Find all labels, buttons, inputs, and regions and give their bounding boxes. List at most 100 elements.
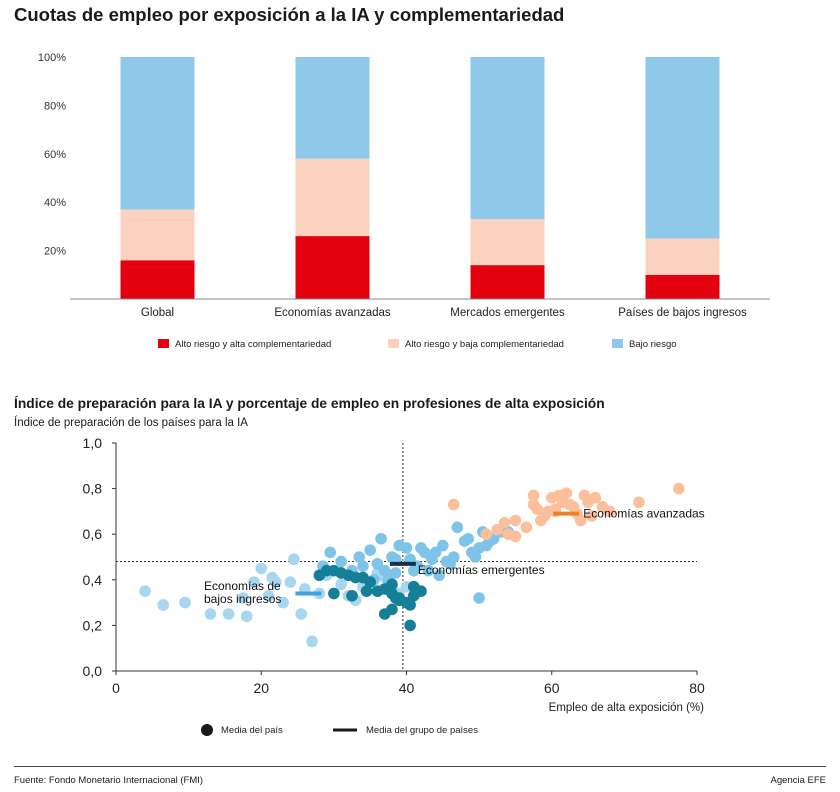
y-tick-label: 1,0 bbox=[83, 435, 103, 451]
bar-segment bbox=[295, 236, 370, 299]
scatter-point bbox=[437, 539, 449, 552]
scatter-point bbox=[357, 560, 369, 572]
y-tick-label: 20% bbox=[44, 246, 66, 258]
scatter-point bbox=[288, 553, 300, 566]
scatter-point bbox=[433, 569, 445, 582]
scatter-point bbox=[255, 562, 268, 575]
legend-label: Alto riesgo y alta complementariedad bbox=[175, 339, 331, 350]
y-tick-label: 80% bbox=[44, 100, 66, 112]
scatter-point bbox=[404, 619, 416, 632]
y-tick-label: 0,8 bbox=[83, 481, 103, 497]
group-mean-label: Economías avanzadas bbox=[583, 507, 704, 521]
scatter-point bbox=[447, 498, 460, 511]
scatter-point bbox=[353, 551, 366, 563]
y-tick-label: 0,0 bbox=[83, 663, 103, 679]
scatter-point bbox=[407, 580, 420, 593]
scatter-point bbox=[269, 576, 282, 588]
scatter-point bbox=[324, 546, 337, 559]
legend-dot-icon bbox=[201, 724, 213, 736]
scatter-point bbox=[139, 585, 151, 597]
bar-segment bbox=[295, 57, 370, 159]
scatter-point bbox=[498, 517, 511, 529]
footer-source: Fuente: Fondo Monetario Internacional (F… bbox=[14, 775, 204, 786]
legend-label: Alto riesgo y baja complementariedad bbox=[405, 339, 564, 350]
legend-label: Bajo riesgo bbox=[629, 339, 677, 350]
scatter-point bbox=[509, 514, 522, 527]
scatter-point bbox=[462, 532, 475, 545]
x-tick-label: 60 bbox=[544, 680, 560, 696]
x-tick-label: 80 bbox=[689, 680, 705, 696]
scatter-point bbox=[222, 608, 235, 620]
scatter-point bbox=[248, 576, 260, 588]
scatter-point bbox=[389, 567, 402, 579]
scatter-point bbox=[284, 576, 297, 588]
scatter-point bbox=[306, 635, 318, 648]
scatter-point bbox=[633, 496, 645, 509]
legend-swatch bbox=[388, 339, 399, 348]
scatter-point bbox=[520, 521, 533, 534]
scatter-point bbox=[157, 599, 170, 611]
scatter-point bbox=[393, 592, 406, 604]
scatter-point bbox=[386, 603, 398, 616]
y-tick-label: 100% bbox=[38, 52, 66, 64]
bar-segment bbox=[645, 274, 720, 299]
chart2-title: Índice de preparación para la IA y porce… bbox=[14, 396, 605, 411]
scatter-point bbox=[491, 523, 504, 536]
scatter-point bbox=[527, 498, 540, 511]
bar-segment bbox=[120, 260, 195, 299]
footer-agency: Agencia EFE bbox=[770, 775, 826, 786]
legend-swatch bbox=[158, 339, 169, 348]
scatter-point bbox=[400, 542, 413, 554]
scatter-point bbox=[386, 578, 398, 591]
x-axis-label: Empleo de alta exposición (%) bbox=[549, 702, 704, 714]
x-tick-label: 0 bbox=[112, 680, 120, 696]
bar-segment bbox=[120, 57, 195, 210]
x-tick-label: 20 bbox=[253, 680, 269, 696]
scatter-point bbox=[527, 489, 540, 502]
y-tick-label: 0,2 bbox=[83, 617, 103, 633]
bar-segment bbox=[470, 57, 545, 220]
scatter-point bbox=[262, 589, 275, 602]
scatter-point bbox=[364, 576, 376, 588]
scatter-point bbox=[335, 578, 347, 591]
scatter-point bbox=[364, 544, 376, 556]
scatter-point bbox=[240, 610, 253, 623]
scatter-point bbox=[585, 510, 598, 522]
group-mean-label: Economías emergentes bbox=[418, 563, 545, 577]
bar-segment bbox=[645, 57, 720, 239]
scatter-point bbox=[179, 596, 191, 609]
x-tick-label: 40 bbox=[399, 680, 415, 696]
scatter-point bbox=[447, 551, 460, 563]
scatter-point bbox=[451, 521, 464, 534]
footer-divider bbox=[14, 766, 826, 767]
scatter-point bbox=[375, 532, 387, 545]
scatter-point bbox=[371, 558, 384, 570]
scatter-point bbox=[429, 546, 442, 559]
stacked-bar-chart: 20% 40% 60% 80% 100% Global Economías avanzada… bbox=[38, 52, 770, 350]
scatter-point bbox=[378, 564, 391, 577]
chart2-y-axis-label: Índice de preparación de los países para… bbox=[14, 417, 248, 429]
scatter-point bbox=[575, 514, 587, 527]
scatter-point bbox=[346, 589, 358, 602]
scatter-point bbox=[469, 551, 482, 563]
scatter-point bbox=[404, 599, 416, 611]
scatter-point bbox=[589, 491, 602, 504]
scatter-point bbox=[422, 564, 435, 577]
bar-segment bbox=[120, 209, 195, 261]
group-mean-label: Economías de bbox=[204, 579, 281, 593]
y-tick-label: 0,6 bbox=[83, 526, 103, 542]
scatter-point bbox=[418, 546, 431, 559]
scatter-point bbox=[204, 608, 217, 620]
y-tick-label: 0,4 bbox=[83, 572, 103, 588]
x-category-label: Global bbox=[141, 307, 174, 319]
scatter-point bbox=[673, 482, 685, 495]
legend-label: Media del país bbox=[221, 725, 283, 736]
y-tick-label: 40% bbox=[44, 197, 66, 209]
x-category-label: Economías avanzadas bbox=[274, 307, 391, 319]
scatter-point bbox=[509, 530, 522, 543]
legend-label: Media del grupo de países bbox=[366, 725, 478, 736]
scatter-point bbox=[328, 587, 340, 600]
scatter-point bbox=[480, 528, 493, 540]
group-mean-label: bajos ingresos bbox=[204, 592, 281, 606]
